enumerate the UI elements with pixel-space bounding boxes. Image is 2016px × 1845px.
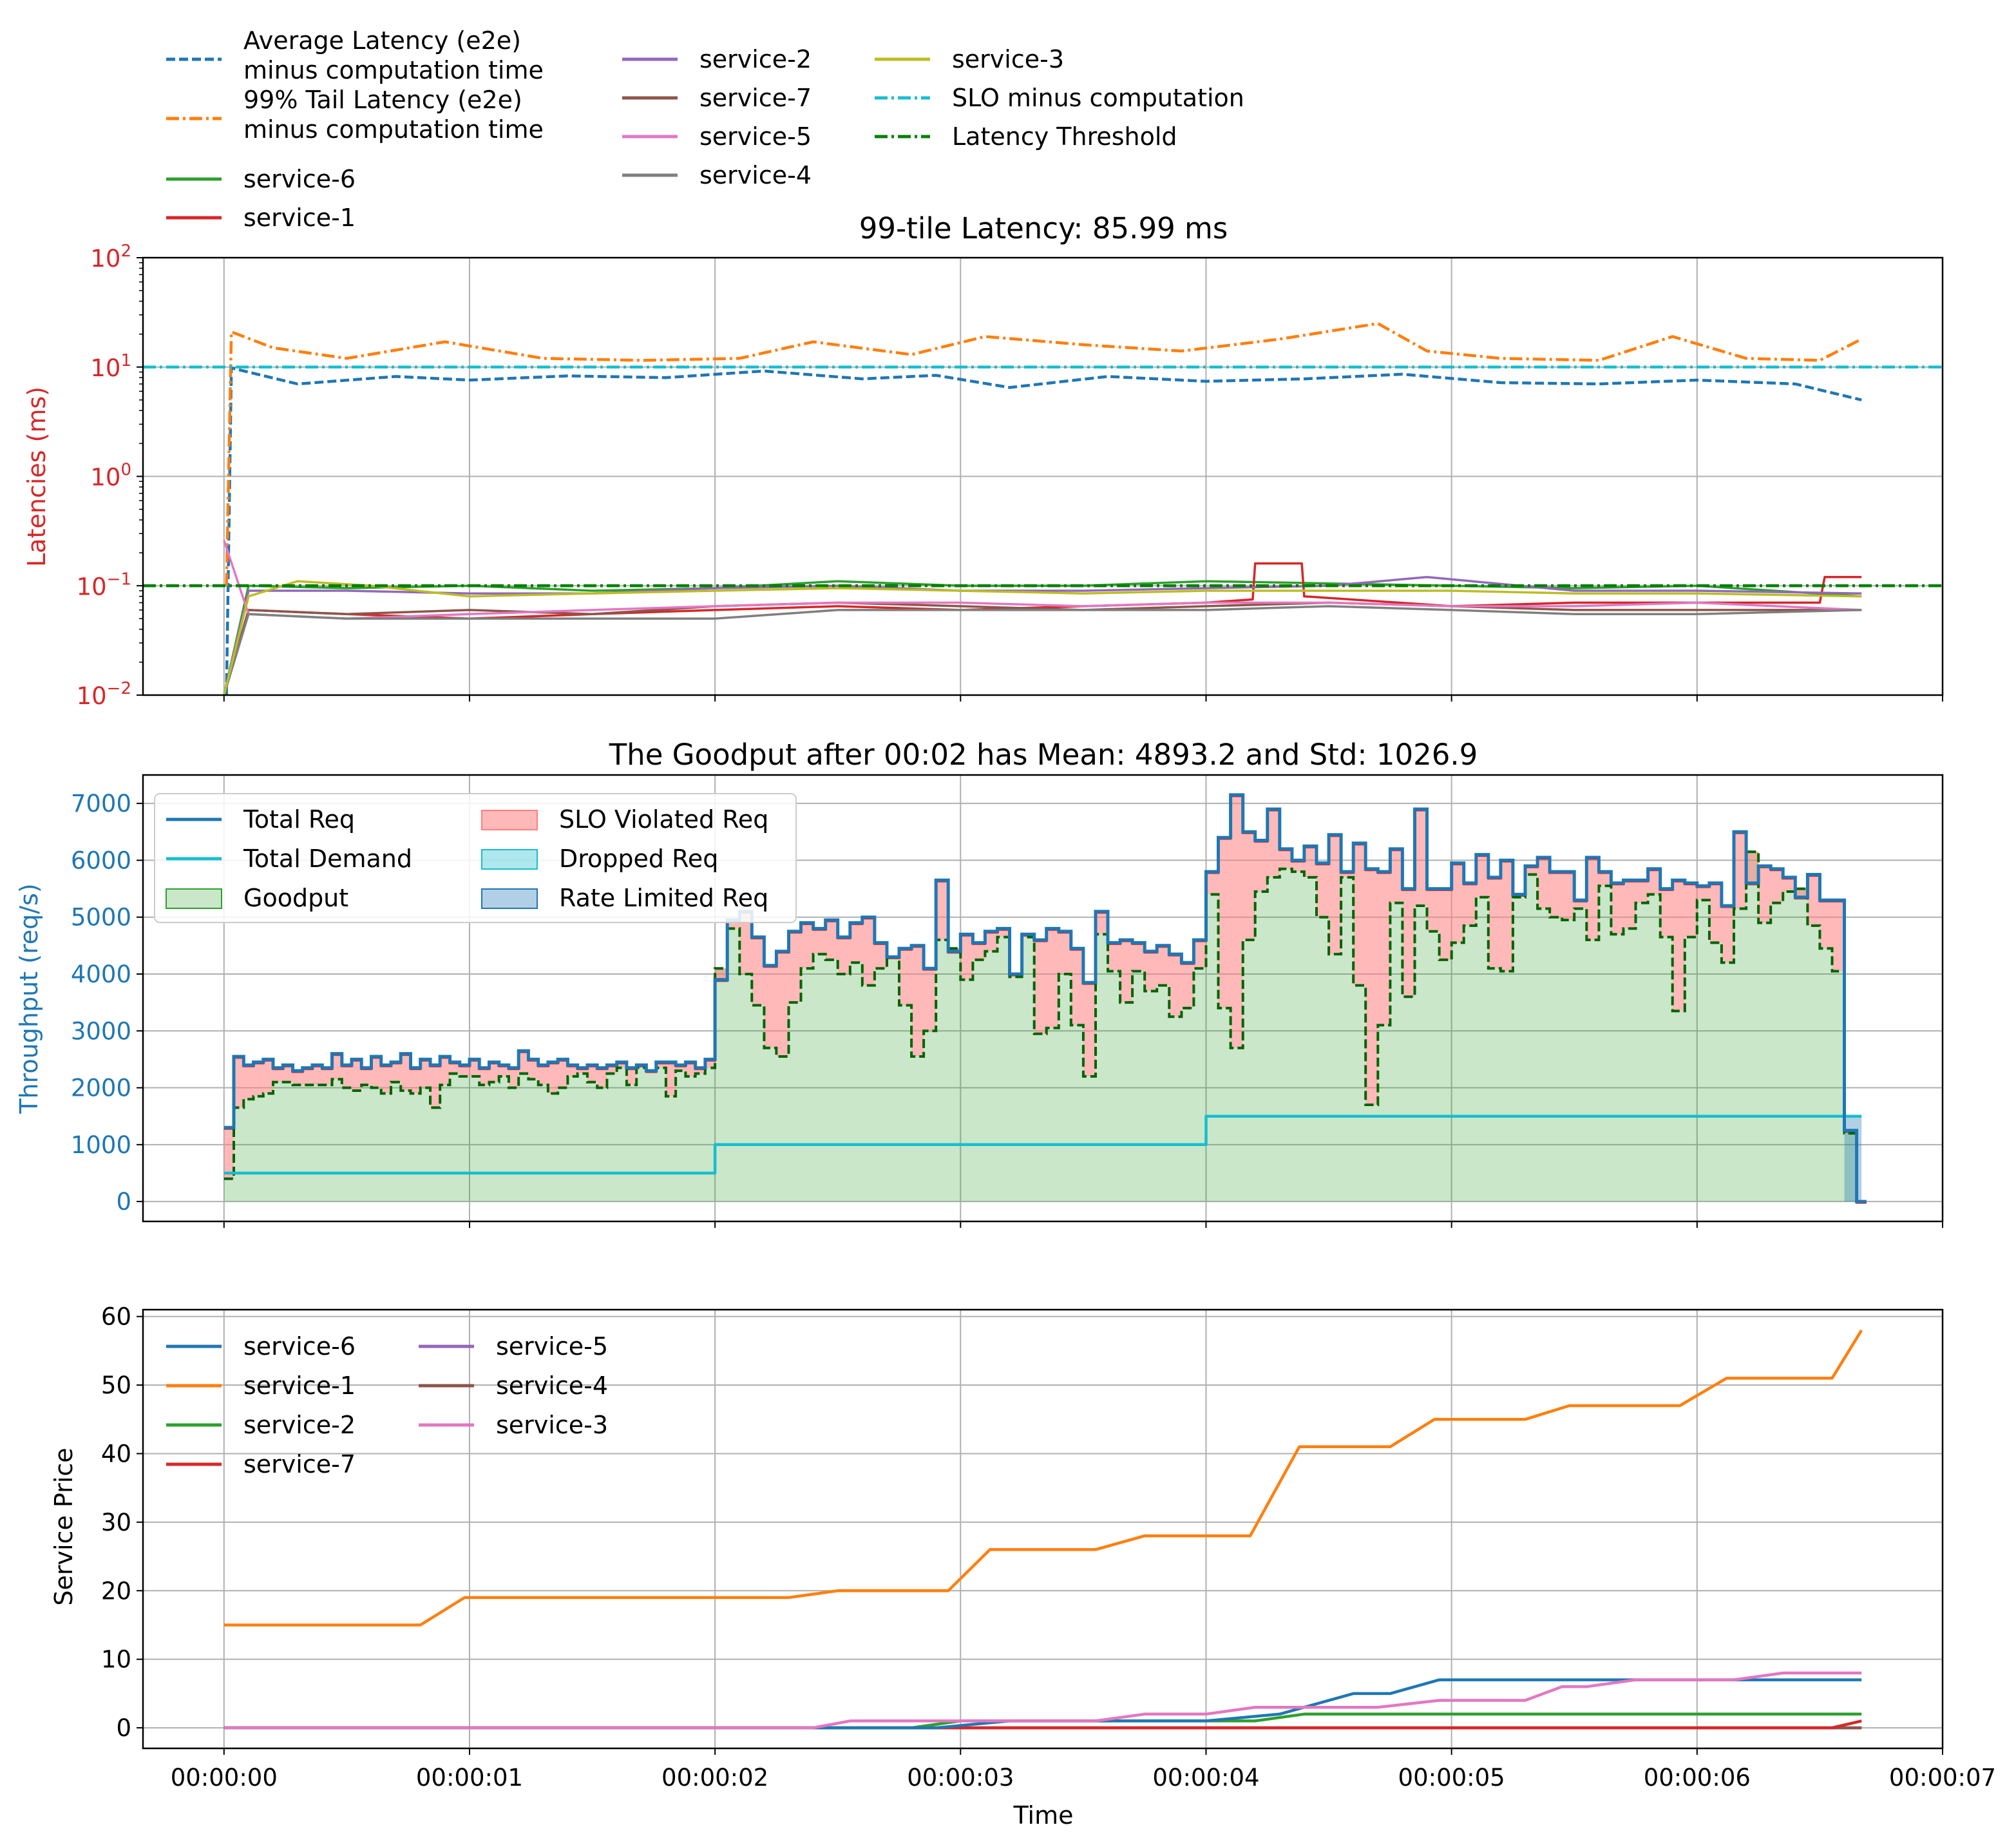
legend-label-line1: Average Latency (e2e): [243, 26, 521, 55]
legend-label-line1: 99% Tail Latency (e2e): [243, 86, 522, 114]
legend-label-slo-minus-computation: SLO minus computation: [952, 84, 1244, 112]
goodput-title: The Goodput after 00:02 has Mean: 4893.2…: [609, 738, 1478, 772]
series-line-service-4: [223, 605, 1862, 696]
x-tick-label: 00:00:07: [1889, 1764, 1996, 1792]
y-tick-label: 100: [90, 461, 131, 492]
price-panel: Service Price 00:00:00 00:00:01 00:00:02 00…: [50, 1303, 1996, 1792]
y-tick-label: 30: [101, 1509, 131, 1536]
x-tick-label: 00:00:06: [1644, 1764, 1751, 1792]
y-tick-label: 102: [90, 242, 131, 272]
x-tick-label: 00:00:02: [661, 1764, 768, 1792]
legend-label-service-6: service-6: [243, 1332, 356, 1361]
legend-label-goodput: Goodput: [243, 884, 348, 912]
y-tick-label: 50: [101, 1372, 131, 1399]
price-ylabel: Service Price: [50, 1448, 78, 1605]
legend-label-slo-violated-req: SLO Violated Req: [559, 805, 768, 834]
y-tick-label: 0: [116, 1714, 131, 1742]
plot-frame: [142, 256, 1944, 696]
y-tick-label: 6000: [71, 846, 131, 874]
goodput-area: [223, 852, 1867, 1202]
y-tick-label: 5000: [71, 904, 131, 932]
total-req-line: [223, 793, 1867, 1203]
slo-violated-area: [223, 794, 1867, 1202]
series-line-service-5: [223, 540, 1862, 620]
latency-title: 99-tile Latency: 85.99 ms: [859, 211, 1228, 245]
x-tick-label: 00:00:01: [416, 1764, 523, 1792]
legend-label-service-3: service-3: [952, 45, 1064, 73]
y-tick-label: 4000: [71, 961, 131, 988]
legend-label-total-req: Total Req: [243, 805, 355, 834]
plot-frame: [142, 774, 1944, 1223]
goodput-ylabel: Throughput (req/s): [15, 883, 43, 1114]
goodput-legend: Total Req Total Demand Goodput SLO Violated…: [154, 793, 797, 923]
legend-label-total-demand: Total Demand: [243, 845, 412, 873]
series-line-service-6: [223, 1678, 1862, 1730]
y-tick-label: 20: [101, 1577, 131, 1605]
legend-swatch-slo-violated-req: [481, 810, 538, 830]
plot-frame: [142, 1308, 1944, 1750]
x-tick-label: 00:00:04: [1152, 1764, 1259, 1792]
legend-label-service-4: service-4: [699, 161, 812, 189]
legend-label-service-2: service-2: [243, 1411, 356, 1439]
goodput-legend-frame: [154, 793, 797, 923]
series-line-service-3: [223, 1671, 1862, 1730]
legend-swatch-dropped-req: [481, 849, 538, 870]
legend-label-service-5: service-5: [496, 1332, 608, 1361]
y-tick-label: 7000: [71, 790, 131, 817]
series-line-average-latency-e2e-minus-computation-time: [225, 366, 1862, 696]
y-tick-label: 2000: [71, 1075, 131, 1102]
legend-label-service-4: service-4: [496, 1372, 608, 1400]
y-tick-label: 0: [116, 1188, 131, 1216]
x-tick-label: 00:00:05: [1398, 1764, 1505, 1792]
legend-label-service-2: service-2: [699, 45, 812, 73]
series-line-service-1: [223, 1329, 1863, 1627]
y-tick-label: 101: [90, 351, 131, 382]
y-tick-label: 60: [101, 1303, 131, 1331]
x-axis-label: Time: [1013, 1801, 1074, 1830]
legend-label-service-1: service-1: [243, 1372, 356, 1400]
legend-swatch-rate-limited-req: [481, 888, 538, 909]
legend-label-rate-limited-req: Rate Limited Req: [559, 884, 768, 912]
legend-label-service-6: service-6: [243, 165, 356, 193]
legend-label-latency-threshold: Latency Threshold: [952, 122, 1177, 151]
legend-label-service-7: service-7: [243, 1450, 356, 1478]
y-tick-label: 10−2: [77, 679, 131, 710]
latency-legend: Average Latency (e2e)minus computation t…: [166, 26, 1244, 232]
latency-panel: 99-tile Latency: 85.99 ms Latencies (ms)…: [23, 211, 1944, 710]
goodput-panel: The Goodput after 00:02 has Mean: 4893.2…: [15, 738, 1944, 1228]
series-line-service-3: [223, 580, 1862, 696]
total-demand-line: [223, 1114, 1862, 1175]
series-line-99-tail-latency-e2e-minus-computation-time: [225, 321, 1863, 586]
y-tick-label: 3000: [71, 1017, 131, 1045]
legend-label-line2: minus computation time: [243, 56, 544, 84]
latency-ylabel: Latencies (ms): [23, 387, 51, 567]
y-tick-label: 10: [101, 1646, 131, 1674]
legend-label-service-3: service-3: [496, 1411, 608, 1439]
x-tick-label: 00:00:00: [171, 1764, 278, 1792]
legend-label-service-5: service-5: [699, 122, 812, 151]
y-tick-label: 1000: [71, 1131, 131, 1159]
legend-swatch-goodput: [166, 888, 222, 909]
goodput-line: [223, 850, 1867, 1203]
y-tick-label: 10−1: [77, 569, 131, 600]
legend-label-line2: minus computation time: [243, 115, 544, 144]
legend-label-dropped-req: Dropped Req: [559, 845, 718, 873]
series-line-service-7: [223, 601, 1862, 696]
price-legend: service-6 service-1 service-2 service-7 serv…: [166, 1332, 608, 1478]
x-tick-label: 00:00:03: [907, 1764, 1014, 1792]
legend-label-service-1: service-1: [243, 204, 356, 232]
legend-label-service-7: service-7: [699, 84, 812, 112]
y-tick-label: 40: [101, 1440, 131, 1467]
